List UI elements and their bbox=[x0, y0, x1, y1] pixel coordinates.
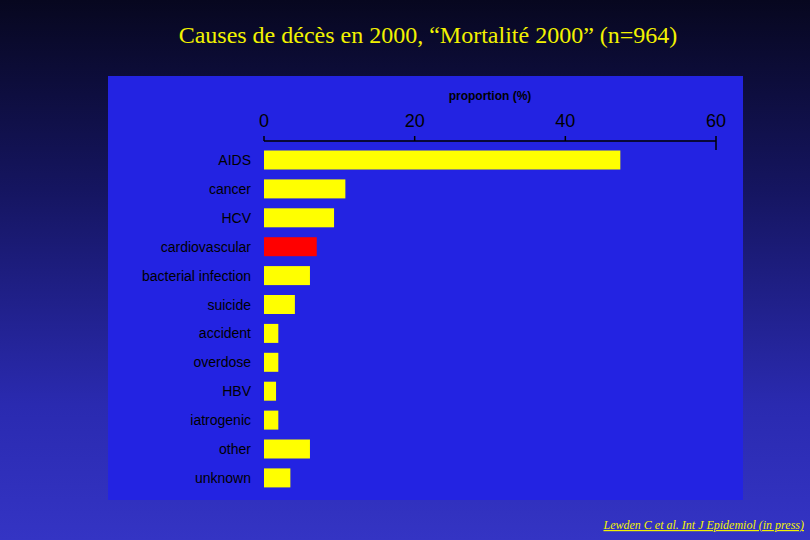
category-label: HBV bbox=[222, 383, 251, 399]
bar bbox=[264, 382, 276, 401]
bar bbox=[264, 295, 295, 314]
category-label: bacterial infection bbox=[142, 268, 251, 284]
category-label: AIDS bbox=[218, 152, 251, 168]
tick bbox=[715, 136, 717, 141]
tick-label: 60 bbox=[706, 111, 726, 131]
category-label: iatrogenic bbox=[190, 412, 251, 428]
tick-label: 0 bbox=[259, 111, 269, 131]
bar bbox=[264, 324, 278, 343]
tick bbox=[565, 136, 567, 141]
tick-label: 20 bbox=[405, 111, 425, 131]
axis-line bbox=[264, 140, 716, 142]
category-label: overdose bbox=[193, 354, 251, 370]
bar bbox=[264, 440, 310, 459]
tick bbox=[263, 136, 265, 141]
slide: Causes de décès en 2000, “Mortalité 2000… bbox=[0, 0, 810, 540]
bar bbox=[264, 411, 278, 430]
tick-label: 40 bbox=[555, 111, 575, 131]
category-label: other bbox=[219, 441, 251, 457]
category-label: cancer bbox=[209, 181, 251, 197]
axis-label: proportion (%) bbox=[449, 89, 532, 103]
tick bbox=[414, 136, 416, 141]
bar bbox=[264, 266, 310, 285]
bar bbox=[264, 237, 317, 256]
axis-line bbox=[715, 141, 717, 150]
category-label: HCV bbox=[221, 210, 251, 226]
bar bbox=[264, 468, 290, 487]
bar bbox=[264, 353, 278, 372]
bar bbox=[264, 208, 334, 227]
title: Causes de décès en 2000, “Mortalité 2000… bbox=[179, 22, 678, 48]
category-label: unknown bbox=[195, 470, 251, 486]
annotation: Lewden C et al. Int J Epidemiol (in pres… bbox=[602, 518, 804, 532]
bar bbox=[264, 179, 345, 198]
category-label: cardiovascular bbox=[161, 239, 252, 255]
category-label: suicide bbox=[207, 297, 251, 313]
bar bbox=[264, 151, 620, 170]
chart-panel bbox=[108, 76, 743, 500]
bars bbox=[264, 151, 620, 488]
category-label: accident bbox=[199, 325, 251, 341]
